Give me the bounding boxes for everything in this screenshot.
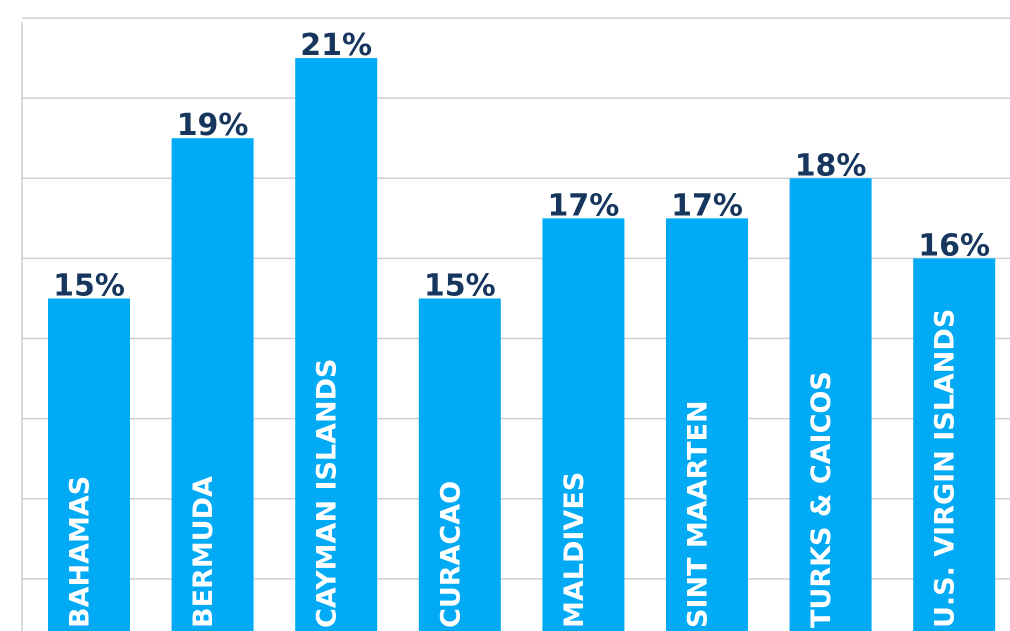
category-label: SINT MAARTEN (683, 400, 714, 628)
category-label: BAHAMAS (65, 476, 96, 628)
bar (171, 138, 254, 631)
value-label: 17% (671, 188, 743, 223)
category-label: MALDIVES (559, 472, 590, 628)
value-label: 15% (53, 268, 125, 303)
category-label: BERMUDA (188, 476, 219, 628)
bar (913, 258, 996, 631)
category-label: CAYMAN ISLANDS (312, 359, 343, 629)
bar (542, 218, 625, 631)
value-label: 16% (918, 228, 990, 263)
bar (48, 298, 130, 631)
bar (666, 218, 748, 631)
category-label: U.S. VIRGIN ISLANDS (930, 309, 961, 628)
value-label: 18% (795, 148, 867, 183)
value-label: 17% (547, 188, 619, 223)
category-label: CURACAO (435, 481, 466, 628)
category-label: TURKS & CAICOS (806, 371, 837, 628)
bar (418, 298, 501, 631)
bar (789, 178, 872, 631)
value-label: 21% (300, 28, 372, 63)
value-label: 19% (177, 108, 249, 143)
bar (295, 58, 378, 631)
value-label: 15% (424, 268, 496, 303)
